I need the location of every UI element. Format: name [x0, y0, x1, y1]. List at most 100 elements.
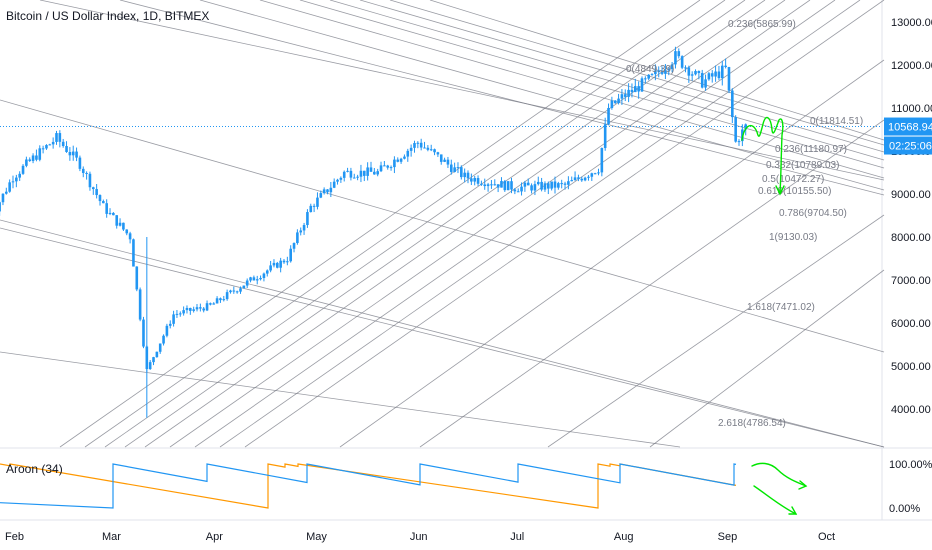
candle-body-193	[633, 86, 637, 93]
fib-level-line-4	[39, 0, 885, 181]
candle-body-196	[644, 78, 647, 80]
aroon-up-line	[0, 463, 737, 509]
candle-body-3	[0, 202, 1, 212]
candle-body-103	[332, 181, 336, 188]
candle-body-97	[312, 205, 316, 207]
candle-body-216	[710, 73, 714, 77]
candle-body-192	[630, 89, 634, 93]
candle-body-70	[222, 299, 226, 301]
price-tick-0: 13000.00	[891, 17, 932, 29]
chart-title: Bitcoin / US Dollar Index, 1D, BITMEX	[6, 9, 210, 23]
candle-body-50	[155, 351, 159, 358]
candle-body-128	[416, 142, 420, 144]
candle-body-10	[21, 165, 25, 174]
candle-body-145	[473, 178, 477, 182]
candle-body-185	[607, 107, 610, 125]
candle-body-104	[336, 179, 339, 182]
candle-body-67	[212, 303, 216, 305]
candle-body-154	[503, 181, 507, 191]
fib-level-line-9	[329, 0, 885, 161]
candle-body-15	[38, 148, 42, 160]
fib-label-4: 0.382(10789.03)	[766, 160, 839, 171]
candle-body-188	[617, 98, 620, 104]
candle-body-13	[31, 155, 35, 161]
candle-body-226	[744, 124, 748, 130]
fib-label-2: 0(11814.51)	[810, 116, 863, 127]
candle-body-202	[664, 70, 667, 74]
candle-body-106	[342, 171, 346, 178]
candle-body-14	[35, 155, 38, 160]
candle-body-56	[175, 313, 179, 315]
candle-body-108	[349, 170, 353, 178]
candle-body-184	[603, 124, 607, 149]
fib-fan-line-9	[339, 59, 885, 448]
candle-body-189	[620, 94, 624, 99]
fib-fan-line-2	[104, 0, 746, 448]
candle-body-157	[513, 189, 517, 192]
candle-body-117	[379, 165, 383, 172]
candle-body-217	[714, 71, 717, 77]
candle-body-172	[563, 183, 567, 185]
candle-body-60	[189, 307, 192, 311]
price-tick-7: 6000.00	[891, 318, 931, 330]
time-tick-4: Jun	[410, 531, 428, 543]
fib-level-line-6	[199, 0, 885, 191]
candle-body-179	[587, 176, 590, 178]
candle-body-126	[409, 147, 413, 151]
fib-fan-line-4	[144, 0, 786, 448]
candle-body-120	[389, 167, 393, 169]
candle-body-90	[289, 248, 292, 262]
fib-fan-line-10	[419, 119, 885, 448]
candle-body-221	[727, 67, 731, 91]
candle-body-42	[128, 233, 132, 240]
candle-body-111	[359, 170, 363, 177]
candle-body-73	[232, 290, 236, 292]
price-tick-5: 8000.00	[891, 232, 931, 244]
candle-body-98	[316, 197, 319, 207]
time-tick-3: May	[306, 531, 327, 543]
candle-body-118	[383, 165, 386, 167]
candle-body-94	[302, 225, 306, 231]
candle-body-194	[637, 86, 640, 92]
candle-body-211	[694, 71, 697, 75]
price-tick-6: 7000.00	[891, 275, 931, 287]
candle-body-177	[580, 178, 584, 181]
candle-body-45	[138, 289, 142, 320]
candle-body-162	[530, 185, 533, 191]
price-tick-2: 11000.00	[891, 103, 932, 115]
candle-body-5	[5, 191, 8, 194]
annotation-aroon-up-arrow	[751, 462, 807, 487]
aroon-down-line	[0, 463, 737, 509]
candle-body-92	[296, 232, 299, 244]
time-tick-0: Feb	[5, 531, 24, 543]
candle-body-41	[125, 229, 129, 234]
candle-body-32	[95, 189, 98, 196]
candle-body-101	[326, 189, 329, 193]
candle-body-139	[453, 167, 456, 172]
candle-body-182	[597, 172, 600, 174]
candle-body-11	[25, 159, 28, 166]
fib-fan-line-0	[59, 0, 701, 448]
candle-body-134	[436, 152, 440, 155]
candle-body-207	[680, 56, 684, 68]
candle-body-65	[205, 303, 209, 311]
candle-body-48	[148, 362, 152, 370]
candle-body-12	[28, 159, 32, 161]
candle-body-116	[376, 171, 379, 175]
candle-body-140	[456, 167, 460, 169]
fib-level-line-8	[299, 0, 885, 169]
fib-level-line-12	[429, 0, 885, 141]
candle-body-209	[687, 67, 691, 76]
candle-body-215	[707, 73, 711, 80]
candle-body-52	[162, 335, 165, 344]
fib-label-9: 1.618(7471.02)	[747, 302, 815, 313]
candle-body-208	[684, 67, 687, 69]
candle-body-100	[322, 189, 326, 194]
candle-body-136	[443, 159, 446, 162]
candle-body-102	[329, 187, 333, 193]
candle-body-9	[18, 173, 21, 178]
candle-body-135	[439, 154, 443, 162]
candle-body-30	[88, 173, 92, 188]
candle-body-224	[737, 141, 741, 143]
